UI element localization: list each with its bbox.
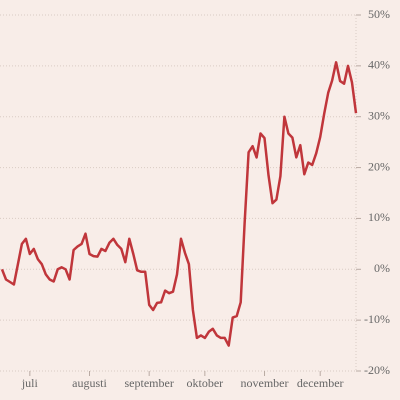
- x-tick-label: juli: [21, 376, 39, 390]
- y-tick-label: 30%: [368, 108, 390, 122]
- y-tick-label: 40%: [368, 58, 390, 72]
- x-tick-label: november: [241, 376, 289, 390]
- data-line: [0, 61, 358, 347]
- y-tick-label: -10%: [364, 312, 390, 326]
- x-tick-label: augusti: [72, 376, 107, 390]
- x-tick-label: december: [297, 376, 344, 390]
- y-tick-label: 10%: [368, 210, 390, 224]
- y-tick-label: 50%: [368, 7, 390, 21]
- y-tick-label: 0%: [374, 261, 390, 275]
- y-tick-label: 20%: [368, 159, 390, 173]
- y-tick-label: -20%: [364, 363, 390, 377]
- x-tick-label: oktober: [187, 376, 224, 390]
- x-tick-label: september: [125, 376, 174, 390]
